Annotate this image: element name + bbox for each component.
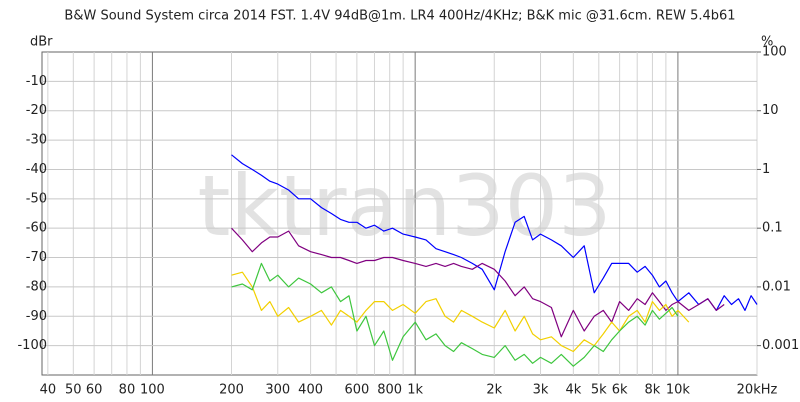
x-tick-label: 80: [119, 383, 136, 398]
x-tick-label: 4k: [565, 383, 581, 398]
x-tick-label: 200: [219, 383, 244, 398]
y-tick-label: -80: [26, 279, 47, 294]
y-tick-label: -30: [26, 133, 47, 148]
y-tick-label: -20: [26, 103, 47, 118]
y2-tick-label: 0.001: [762, 338, 799, 353]
y-tick-label: -100: [17, 338, 47, 353]
y2-axis-label: %: [761, 35, 773, 50]
x-tick-label: 40: [40, 383, 57, 398]
x-tick-label: 50: [65, 383, 82, 398]
y2-tick-label: 10: [762, 103, 779, 118]
x-tick-label: 10k: [666, 383, 691, 398]
x-tick-label: 800: [377, 383, 402, 398]
y-tick-label: -50: [26, 191, 47, 206]
x-tick-label: 2k: [486, 383, 502, 398]
x-tick-label: 300: [265, 383, 290, 398]
y-tick-label: -10: [26, 74, 47, 89]
y-tick-label: -90: [26, 309, 47, 324]
x-tick-label: 1k: [407, 383, 423, 398]
y-tick-label: -70: [26, 250, 47, 265]
x-tick-label: 100: [140, 383, 165, 398]
x-tick-label: 5k: [591, 383, 607, 398]
series-line: [231, 154, 758, 311]
series-line: [231, 271, 690, 353]
x-tick-label: 60: [86, 383, 103, 398]
x-tick-label: 3k: [533, 383, 549, 398]
x-tick-label: 6k: [612, 383, 628, 398]
y-tick-label: -60: [26, 221, 47, 236]
series-line: [231, 262, 679, 367]
y-tick-label: -40: [26, 162, 47, 177]
watermark: tktran303: [197, 157, 611, 255]
y2-tick-label: 100: [762, 45, 787, 60]
x-tick-label: 600: [344, 383, 369, 398]
x-tick-label: 8k: [645, 383, 661, 398]
y2-tick-label: 1: [762, 162, 770, 177]
chart-title: B&W Sound System circa 2014 FST. 1.4V 94…: [64, 9, 735, 24]
y-axis-label: dBr: [30, 35, 53, 50]
y2-tick-label: 0.01: [762, 279, 791, 294]
x-tick-label: 400: [298, 383, 323, 398]
x-tick-label: 20kHz: [737, 383, 778, 398]
series-line: [231, 227, 725, 338]
y2-tick-label: 0.1: [762, 221, 783, 236]
